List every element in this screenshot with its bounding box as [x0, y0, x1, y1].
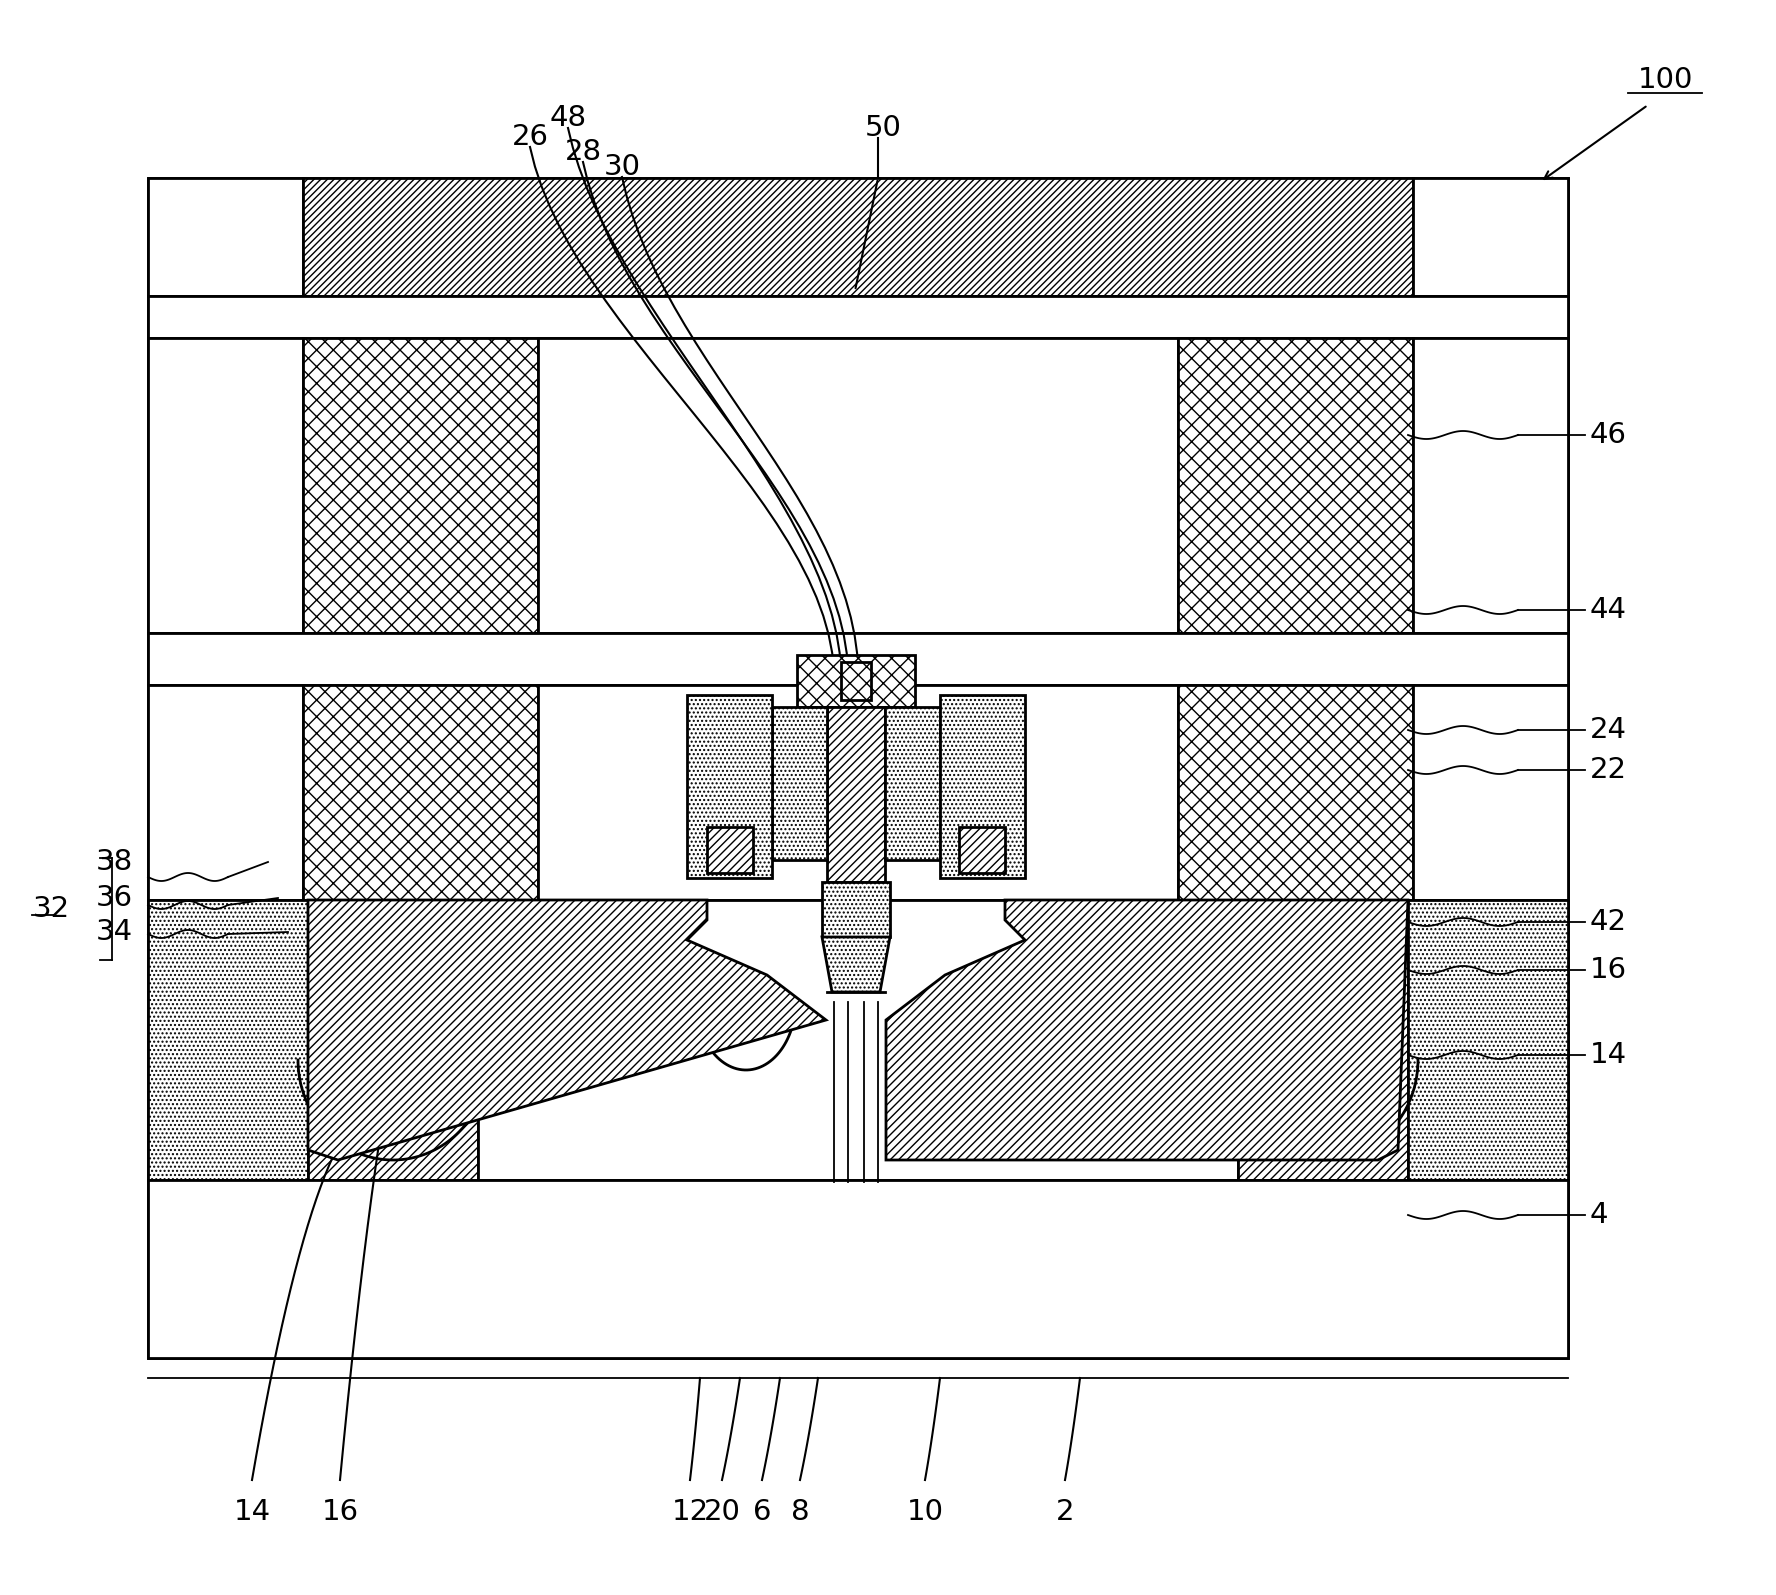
- Text: 100: 100: [1637, 65, 1693, 94]
- Bar: [147, 297, 1568, 338]
- Text: 28: 28: [565, 139, 602, 166]
- Bar: [687, 695, 773, 877]
- Bar: [884, 707, 940, 860]
- Bar: [304, 684, 538, 900]
- Bar: [959, 826, 1005, 872]
- Bar: [1414, 338, 1568, 633]
- Text: 46: 46: [1590, 421, 1627, 450]
- Text: 10: 10: [906, 1498, 943, 1526]
- Bar: [828, 707, 884, 882]
- Text: 34: 34: [96, 919, 133, 946]
- Bar: [147, 633, 1568, 684]
- Bar: [1414, 684, 1568, 900]
- Bar: [538, 338, 1177, 633]
- Bar: [304, 179, 1414, 297]
- Text: 16: 16: [321, 1498, 359, 1526]
- Text: 4: 4: [1590, 1201, 1609, 1230]
- Text: 36: 36: [96, 884, 133, 912]
- Text: 44: 44: [1590, 597, 1627, 624]
- Text: 12: 12: [671, 1498, 709, 1526]
- Bar: [147, 1180, 1568, 1357]
- Bar: [307, 900, 478, 1180]
- Text: 6: 6: [753, 1498, 771, 1526]
- Polygon shape: [822, 936, 890, 992]
- Bar: [147, 338, 304, 633]
- Text: 38: 38: [96, 849, 133, 876]
- Bar: [1177, 338, 1414, 633]
- Bar: [822, 882, 890, 936]
- Bar: [1408, 900, 1568, 1180]
- Polygon shape: [886, 900, 1408, 1160]
- Text: 42: 42: [1590, 908, 1627, 936]
- Text: 14: 14: [233, 1498, 270, 1526]
- Bar: [147, 900, 307, 1180]
- Text: 16: 16: [1590, 955, 1627, 984]
- Text: 48: 48: [549, 104, 586, 132]
- Bar: [940, 695, 1025, 877]
- Text: 22: 22: [1590, 756, 1627, 785]
- Bar: [304, 338, 538, 633]
- Bar: [1177, 684, 1414, 900]
- Bar: [707, 826, 753, 872]
- Bar: [842, 662, 870, 700]
- Text: 24: 24: [1590, 716, 1627, 743]
- Bar: [478, 900, 1238, 1180]
- Text: 20: 20: [703, 1498, 741, 1526]
- Text: 30: 30: [604, 153, 641, 180]
- Text: 8: 8: [790, 1498, 810, 1526]
- Text: 32: 32: [34, 895, 69, 924]
- Bar: [1238, 900, 1408, 1180]
- Bar: [773, 707, 828, 860]
- Text: 50: 50: [865, 113, 902, 142]
- Text: 2: 2: [1055, 1498, 1074, 1526]
- Bar: [147, 179, 1568, 1357]
- Text: 26: 26: [511, 123, 549, 152]
- Polygon shape: [307, 900, 826, 1160]
- Bar: [538, 684, 1177, 900]
- Bar: [797, 656, 915, 707]
- Bar: [1414, 179, 1568, 297]
- Bar: [147, 179, 304, 297]
- Bar: [147, 684, 304, 900]
- Text: 14: 14: [1590, 1042, 1627, 1069]
